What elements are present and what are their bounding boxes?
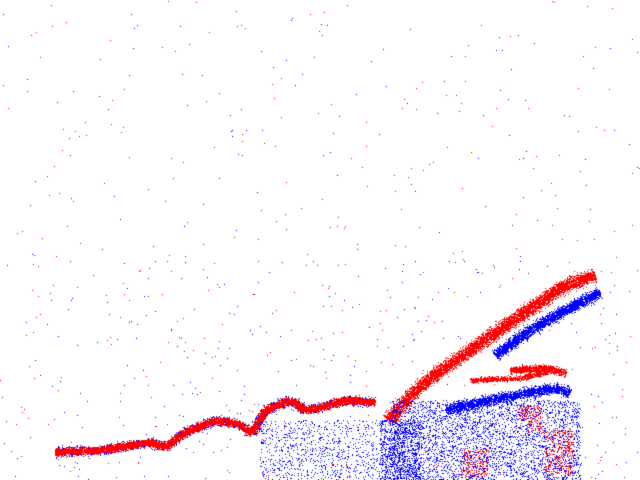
event-frame — [0, 0, 640, 480]
event-scatter-canvas — [0, 0, 640, 480]
